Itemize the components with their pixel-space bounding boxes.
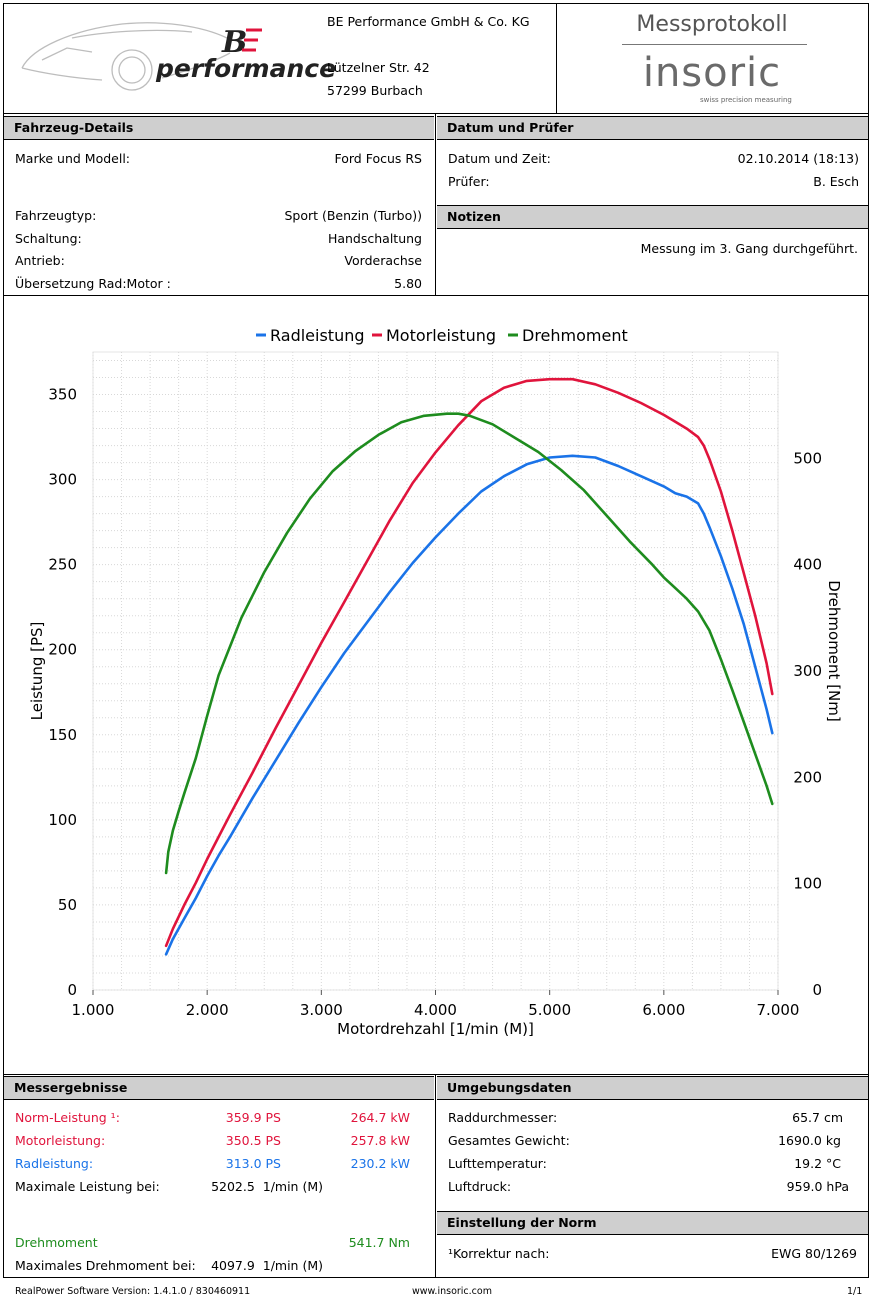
insoric-tagline: swiss precision measuring — [700, 96, 792, 104]
date-value-inspector: B. Esch — [813, 174, 859, 189]
y2-tick-label: 100 — [793, 875, 822, 893]
norm-power-ps: 359.9 PS — [225, 1110, 281, 1125]
dyno-chart-svg: 1.000 2.000 3.000 4.000 5.000 6.000 7.000 0 50 10… — [28, 326, 843, 1038]
env-value-weight: 1690.0 kg — [778, 1133, 841, 1148]
date-section-heading: Datum und Prüfer — [437, 116, 868, 140]
x-tick-label: 4.000 — [414, 1001, 457, 1019]
y2-tick-label: 0 — [812, 981, 822, 999]
y2-tick-label: 200 — [793, 768, 822, 786]
company-city: 57299 Burbach — [327, 83, 423, 98]
motor-power-ps: 350.5 PS — [225, 1133, 281, 1148]
legend-label-radleistung: Radleistung — [270, 326, 365, 345]
details-divider — [435, 114, 436, 296]
vehicle-value-type: Sport (Benzin (Turbo)) — [284, 208, 422, 223]
env-value-temp: 19.2 °C — [794, 1156, 841, 1171]
insoric-logo: insoric — [642, 50, 782, 96]
torque-value: 541.7 Nm — [348, 1235, 410, 1250]
env-value-wheel: 65.7 cm — [792, 1110, 843, 1125]
title-underline — [622, 44, 807, 45]
wheel-power-label: Radleistung: — [15, 1156, 94, 1171]
vehicle-value-drive: Vorderachse — [344, 253, 422, 268]
footer-page-number: 1/1 — [847, 1286, 863, 1297]
env-label-pressure: Luftdruck: — [448, 1179, 512, 1194]
results-section-heading: Messergebnisse — [4, 1076, 434, 1100]
svg-text:B: B — [221, 25, 247, 58]
x-tick-label: 1.000 — [72, 1001, 115, 1019]
y-tick-label: 150 — [48, 726, 77, 744]
y2-axis-label: Drehmoment [Nm] — [825, 580, 843, 721]
y-tick-label: 250 — [48, 556, 77, 574]
wheel-power-kw: 230.2 kW — [350, 1156, 410, 1171]
x-axis-label: Motordrehzahl [1/min (M)] — [337, 1020, 534, 1038]
torque-label: Drehmoment — [15, 1235, 98, 1250]
max-power-label: Maximale Leistung bei: — [15, 1179, 160, 1194]
vehicle-label-model: Marke und Modell: — [15, 151, 131, 166]
max-torque-label: Maximales Drehmoment bei: — [15, 1258, 196, 1273]
env-label-weight: Gesamtes Gewicht: — [448, 1133, 570, 1148]
x-tick-label: 5.000 — [528, 1001, 571, 1019]
x-tick-label: 7.000 — [757, 1001, 800, 1019]
notes-text: Messung im 3. Gang durchgeführt. — [640, 241, 858, 256]
y2-tick-label: 500 — [793, 449, 822, 467]
results-divider — [435, 1075, 436, 1278]
y-tick-label: 350 — [48, 386, 77, 404]
norm-power-label: Norm-Leistung ¹: — [15, 1110, 120, 1125]
env-label-temp: Lufttemperatur: — [448, 1156, 547, 1171]
date-label-datetime: Datum und Zeit: — [448, 151, 551, 166]
header-divider — [556, 3, 557, 114]
header-bottom-line — [3, 113, 869, 114]
vehicle-label-ratio: Übersetzung Rad:Motor : — [15, 276, 171, 291]
company-name: BE Performance GmbH & Co. KG — [327, 14, 530, 29]
env-label-wheel: Raddurchmesser: — [448, 1110, 558, 1125]
y2-tick-label: 300 — [793, 662, 822, 680]
motor-power-kw: 257.8 kW — [350, 1133, 410, 1148]
y-tick-label: 0 — [67, 981, 77, 999]
norm-value: EWG 80/1269 — [771, 1246, 857, 1261]
legend-label-drehmoment: Drehmoment — [522, 326, 628, 345]
vehicle-label-type: Fahrzeugtyp: — [15, 208, 97, 223]
notes-section-heading: Notizen — [437, 205, 868, 229]
vehicle-value-model: Ford Focus RS — [334, 151, 422, 166]
footer-software-version: RealPower Software Version: 1.4.1.0 / 83… — [15, 1286, 251, 1297]
dyno-chart: 1.000 2.000 3.000 4.000 5.000 6.000 7.000 0 50 10… — [4, 300, 868, 1070]
y-axis-label: Leistung [PS] — [28, 622, 46, 721]
y-tick-label: 50 — [58, 896, 77, 914]
legend-label-motorleistung: Motorleistung — [386, 326, 496, 345]
series-line-drehmoment — [164, 412, 774, 875]
norm-section-heading: Einstellung der Norm — [437, 1211, 868, 1235]
company-street: Lützelner Str. 42 — [327, 60, 430, 75]
date-value-datetime: 02.10.2014 (18:13) — [737, 151, 859, 166]
report-frame — [3, 3, 869, 1278]
car-sketch-logo — [21, 22, 231, 91]
norm-label: ¹Korrektur nach: — [448, 1246, 550, 1261]
y-tick-label: 300 — [48, 471, 77, 489]
series-line-radleistung — [164, 454, 774, 956]
series-line-motorleistung — [164, 377, 774, 948]
motor-power-label: Motorleistung: — [15, 1133, 106, 1148]
max-torque-rpm: 4097.9 1/min (M) — [211, 1258, 323, 1273]
max-power-rpm: 5202.5 1/min (M) — [211, 1179, 323, 1194]
date-label-inspector: Prüfer: — [448, 174, 490, 189]
env-value-pressure: 959.0 hPa — [786, 1179, 849, 1194]
vehicle-value-ratio: 5.80 — [394, 276, 422, 291]
wheel-power-ps: 313.0 PS — [225, 1156, 281, 1171]
vehicle-section-heading: Fahrzeug-Details — [4, 116, 434, 140]
performance-logo-text: performance — [156, 54, 337, 83]
x-tick-label: 3.000 — [300, 1001, 343, 1019]
be-monogram: B — [221, 25, 262, 58]
x-tick-label: 6.000 — [642, 1001, 685, 1019]
protocol-title: Messprotokoll — [636, 12, 788, 37]
vehicle-label-drive: Antrieb: — [15, 253, 65, 268]
y2-tick-label: 400 — [793, 556, 822, 574]
y-tick-label: 200 — [48, 641, 77, 659]
chart-bottom-line — [3, 1074, 869, 1075]
x-tick-label: 2.000 — [186, 1001, 229, 1019]
environment-section-heading: Umgebungsdaten — [437, 1076, 868, 1100]
details-bottom-line — [3, 295, 869, 296]
y-tick-label: 100 — [48, 811, 77, 829]
vehicle-label-gearbox: Schaltung: — [15, 231, 82, 246]
vehicle-value-gearbox: Handschaltung — [327, 231, 422, 246]
norm-power-kw: 264.7 kW — [350, 1110, 410, 1125]
footer-url[interactable]: www.insoric.com — [412, 1286, 492, 1297]
